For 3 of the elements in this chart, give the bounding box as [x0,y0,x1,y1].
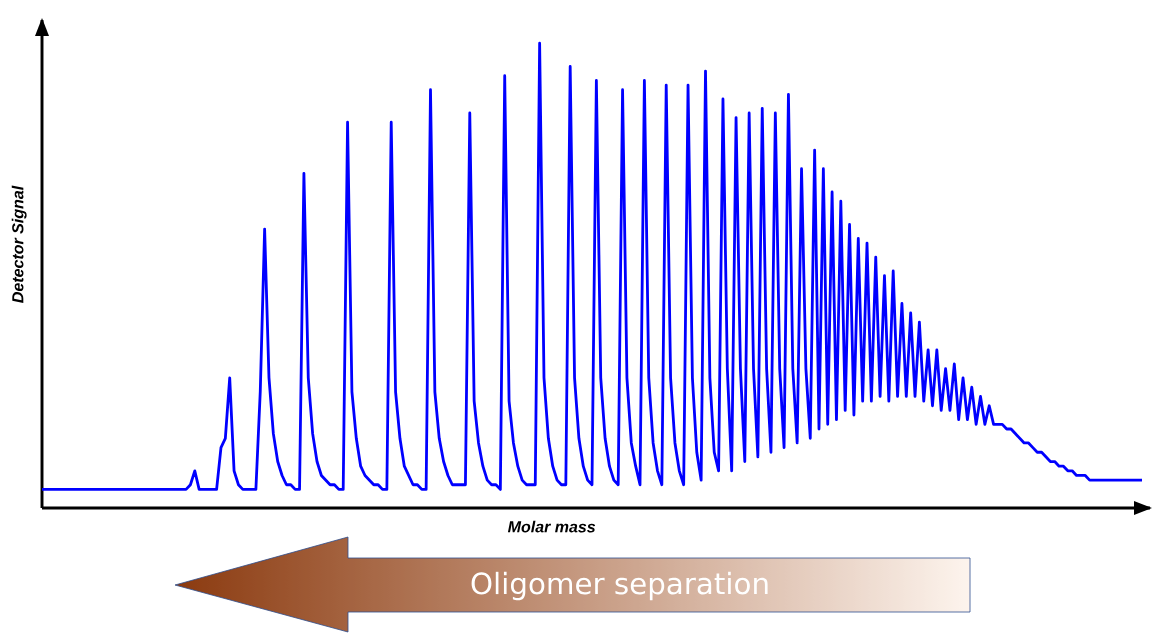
x-axis-title: Molar mass [507,520,596,533]
text: Oligomer separation [471,571,768,601]
y-axis-title: Detector Signal [11,185,27,303]
